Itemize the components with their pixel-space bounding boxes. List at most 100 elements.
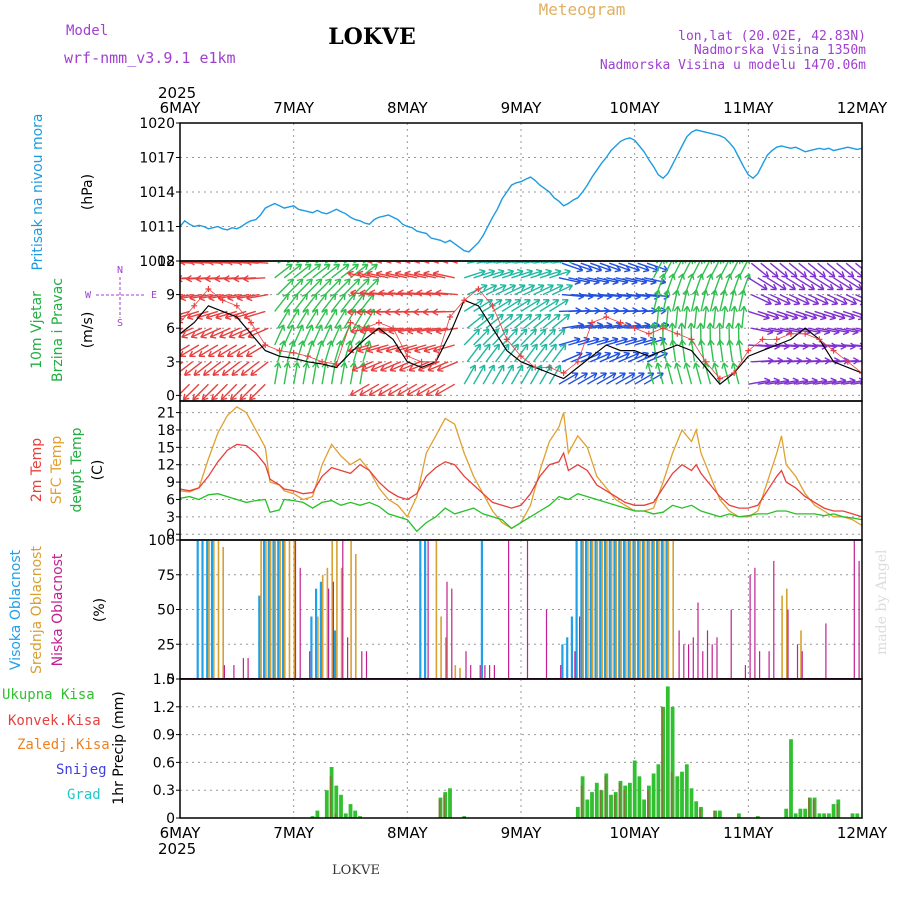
wind-barb-head (803, 271, 807, 278)
wind-barb-head (655, 362, 659, 369)
wind-barb-head (709, 322, 714, 329)
wind-barb (625, 338, 647, 346)
wind-barb-head (479, 344, 482, 351)
wind-barb-head (792, 283, 797, 290)
wind-barb-head (370, 365, 376, 371)
wind-barb-head (182, 393, 186, 400)
wind-barb (215, 310, 238, 319)
wind-barb-head (516, 364, 523, 369)
wind-barb-head (743, 306, 748, 313)
wind-barb-head (859, 303, 862, 306)
wind-barb-head (422, 308, 429, 313)
wind-barb-head (700, 322, 705, 329)
wind-barb (618, 262, 640, 272)
temp-ylabel-2: SFC Temp (49, 436, 65, 505)
wind-barb-head (488, 344, 491, 351)
wind-barb-head (744, 273, 750, 279)
wind-barb-head (612, 281, 619, 285)
wind-barb-head (793, 345, 800, 350)
wind-barb-head (404, 350, 412, 354)
wind-barb-head (683, 362, 687, 369)
wind-barb-head (859, 347, 862, 350)
wind-barb-head (482, 328, 490, 332)
wind-barb-head (183, 397, 190, 401)
total-precip-bar (665, 686, 670, 818)
wind-barb-head (404, 270, 411, 274)
wind-barb (788, 293, 810, 305)
total-precip-bar (675, 776, 680, 818)
wind-barb-head (631, 281, 638, 285)
wind-barb (523, 284, 545, 296)
wind-barb-head (198, 261, 205, 266)
wind-barb (363, 261, 373, 264)
wind-barb (227, 344, 247, 357)
wind-barb (250, 361, 269, 376)
wind-barb-head (786, 357, 793, 362)
wind-barb-head (547, 284, 554, 286)
wind-barb-head (350, 292, 356, 297)
wind-barb-head (870, 380, 875, 384)
wind-barb-head (595, 269, 602, 273)
wind-barb (590, 293, 613, 298)
wind-barb (386, 344, 408, 352)
wind-barb-head (319, 278, 323, 286)
wind-barb-head (777, 357, 784, 362)
wind-barb (472, 364, 486, 385)
wind-barb-head (625, 295, 632, 300)
wind-barb-head (863, 328, 868, 332)
wind-barb (852, 381, 862, 385)
wind-barb (789, 327, 811, 334)
convective-precip-bar (812, 799, 815, 818)
convective-precip-bar (699, 808, 701, 818)
wind-barb-head (350, 327, 356, 333)
wind-barb-head (248, 336, 255, 339)
wind-barb-head (426, 330, 433, 335)
wind-barb-head (715, 322, 721, 329)
wind-barb (425, 383, 446, 396)
wind-barb-head (794, 271, 798, 278)
wind-barb-head (288, 340, 295, 346)
wind-barb-head (833, 298, 839, 305)
y-tick-label: 6 (166, 321, 175, 337)
wind-barb-head (765, 303, 772, 306)
wind-barb-head (720, 245, 725, 248)
wind-barb-head (843, 298, 848, 305)
wind-barb (798, 293, 819, 305)
wind-barb-head (278, 324, 285, 329)
top-date-label: 10MAY (610, 99, 661, 117)
wind-barb (674, 306, 679, 329)
wind-barb (367, 344, 389, 352)
wind-barb (331, 293, 346, 312)
wind-barb (655, 306, 660, 329)
bottom-date-label: 6MAY (160, 824, 202, 842)
wind-barb-head (832, 271, 836, 278)
wind-barb (296, 340, 304, 363)
wind-barb (767, 379, 790, 385)
wind-barb-head (764, 377, 771, 382)
wind-barb-head (371, 255, 377, 256)
wind-barb-head (868, 318, 874, 319)
wind-barb (795, 310, 817, 319)
wind-barb (466, 343, 481, 363)
total-precip-bar (642, 799, 646, 818)
cloud-ylabel-high: Visoka Oblacnost (8, 549, 24, 670)
wind-barb-head (594, 307, 601, 312)
wind-barb (704, 362, 712, 385)
wind-barb (615, 277, 638, 284)
total-precip-bar (339, 794, 343, 818)
y-tick-label: 0 (166, 672, 175, 688)
wind-barb-head (231, 369, 235, 376)
wind-barb (482, 364, 495, 385)
wind-barb (350, 383, 370, 396)
wind-barb (423, 344, 446, 352)
wind-barb-head (347, 346, 353, 352)
wind-barb-head (568, 284, 573, 291)
total-precip-bar (680, 771, 684, 818)
wind-barb-head (621, 281, 629, 285)
wind-barb-head (320, 324, 323, 331)
wind-barb (180, 310, 200, 318)
wind-barb-head (596, 321, 603, 326)
wind-barb-head (404, 346, 410, 352)
total-precip-bar (822, 813, 826, 818)
wind-barb-head (830, 377, 837, 382)
